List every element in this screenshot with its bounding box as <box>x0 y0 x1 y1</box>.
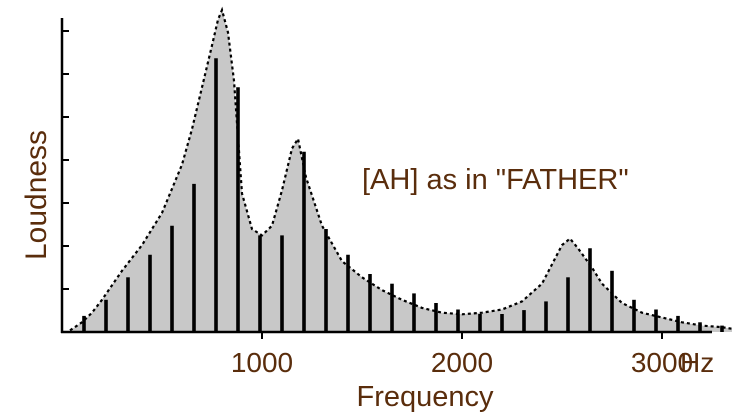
y-axis-title: Loudness <box>20 130 53 260</box>
x-tick-label: 1000 <box>231 347 293 378</box>
vowel-annotation: [AH] as in "FATHER" <box>362 164 629 196</box>
envelope-area <box>70 10 732 332</box>
text-layer: Loudness Frequency [AH] as in "FATHER" H… <box>20 130 714 413</box>
envelope-layer <box>69 6 732 332</box>
axis-layer: 1000 2000 3000 <box>60 18 712 378</box>
x-unit-label: Hz <box>680 347 714 378</box>
envelope-outline <box>69 6 732 332</box>
harmonic-layer <box>82 58 724 332</box>
x-tick-label: 2000 <box>431 347 493 378</box>
x-tick-label: 3000 <box>631 347 693 378</box>
x-axis-title: Frequency <box>356 381 494 413</box>
